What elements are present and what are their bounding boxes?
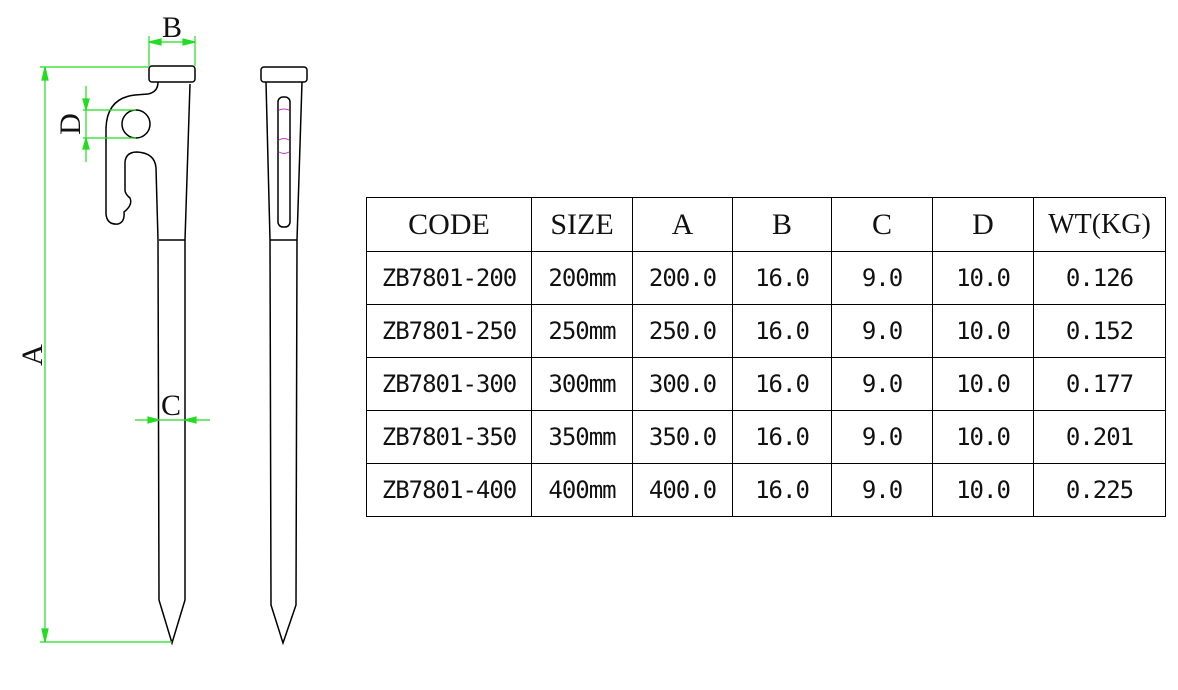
table-cell: 0.201 [1033,410,1166,464]
table-cell: 250.0 [632,304,733,358]
dimension-label-a: A [16,344,49,366]
header-a: A [632,197,733,252]
table-cell: 250mm [531,304,633,358]
header-c: C [831,197,933,252]
table-cell: 350mm [531,410,633,464]
tent-peg-drawing: A B C D [16,11,308,646]
table-cell: ZB7801-250 [366,304,532,358]
table-cell: ZB7801-350 [366,410,532,464]
dimension-label-d: D [54,113,87,135]
table-cell: 9.0 [831,410,933,464]
table-row: ZB7801-350 350mm 350.0 16.0 9.0 10.0 0.201 [366,410,1166,464]
table-cell: 300.0 [632,357,733,411]
table-cell: 16.0 [732,251,832,305]
table-cell: 0.152 [1033,304,1166,358]
table-cell: ZB7801-300 [366,357,532,411]
table-cell: 350.0 [632,410,733,464]
header-size: SIZE [531,197,633,252]
table-cell: 9.0 [831,357,933,411]
front-view [105,65,196,646]
table-cell: 9.0 [831,304,933,358]
spec-table: CODE SIZE A B C D WT(KG) ZB7801-200 200mm… [366,197,1166,517]
table-cell: 10.0 [932,357,1034,411]
side-slot [277,96,291,228]
table-header-row: CODE SIZE A B C D WT(KG) [366,197,1166,252]
dimension-label-b: B [162,11,182,44]
dimension-label-c: C [161,389,181,422]
table-cell: 9.0 [831,251,933,305]
hook-hole [121,109,151,139]
table-cell: 200mm [531,251,633,305]
table-cell: 16.0 [732,357,832,411]
peg-body-hook [105,81,191,646]
table-cell: 300mm [531,357,633,411]
table-cell: ZB7801-400 [366,463,532,517]
table-cell: 16.0 [732,463,832,517]
table-cell: 0.225 [1033,463,1166,517]
side-view [260,66,308,646]
table-cell: ZB7801-200 [366,251,532,305]
table-row: ZB7801-200 200mm 200.0 16.0 9.0 10.0 0.126 [366,251,1166,305]
table-cell: 0.126 [1033,251,1166,305]
table-row: ZB7801-300 300mm 300.0 16.0 9.0 10.0 0.177 [366,357,1166,411]
table-cell: 10.0 [932,410,1034,464]
table-cell: 400mm [531,463,633,517]
table-cell: 16.0 [732,410,832,464]
header-code: CODE [366,197,532,252]
table-cell: 16.0 [732,304,832,358]
table-cell: 400.0 [632,463,733,517]
header-b: B [732,197,832,252]
table-cell: 10.0 [932,251,1034,305]
table-cell: 0.177 [1033,357,1166,411]
dimensions [40,36,210,643]
table-cell: 200.0 [632,251,733,305]
peg-head [148,65,196,83]
table-row: ZB7801-400 400mm 400.0 16.0 9.0 10.0 0.225 [366,463,1166,517]
header-d: D [932,197,1034,252]
header-weight: WT(KG) [1033,197,1166,252]
table-row: ZB7801-250 250mm 250.0 16.0 9.0 10.0 0.152 [366,304,1166,358]
table-cell: 9.0 [831,463,933,517]
table-cell: 10.0 [932,304,1034,358]
table-cell: 10.0 [932,463,1034,517]
